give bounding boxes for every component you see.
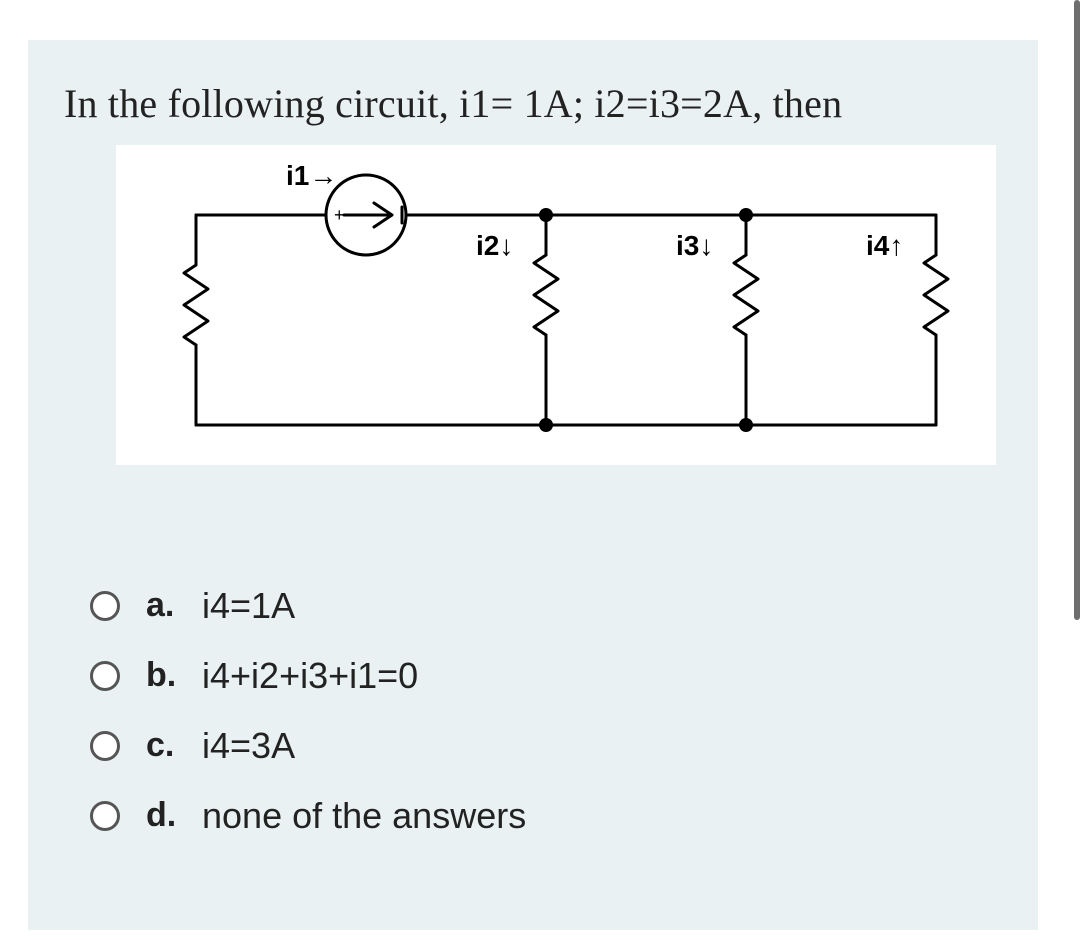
option-d[interactable]: d. none of the answers — [90, 795, 1002, 837]
resistor-r1 — [184, 265, 208, 345]
page: In the following circuit, i1= 1A; i2=i3=… — [0, 0, 1080, 940]
resistor-r3 — [734, 255, 758, 335]
radio-d[interactable] — [90, 801, 120, 831]
question-card: In the following circuit, i1= 1A; i2=i3=… — [28, 40, 1038, 930]
resistor-r2 — [534, 255, 558, 335]
resistor-r4 — [924, 255, 948, 335]
option-text: i4+i2+i3+i1=0 — [202, 655, 418, 697]
radio-a[interactable] — [90, 591, 120, 621]
node-top-b3 — [739, 208, 753, 222]
source-plus-label: + — [334, 205, 345, 225]
scrollbar-thumb[interactable] — [1074, 0, 1080, 620]
option-text: i4=3A — [202, 725, 295, 767]
option-letter: c. — [146, 726, 202, 765]
node-top-b2 — [539, 208, 553, 222]
label-i1: i1→ — [286, 160, 337, 191]
option-text: i4=1A — [202, 585, 295, 627]
option-text: none of the answers — [202, 795, 526, 837]
circuit-svg: + — [116, 145, 996, 465]
options-list: a. i4=1A b. i4+i2+i3+i1=0 c. i4=3A d. no… — [90, 585, 1002, 837]
source-arrow-icon — [344, 203, 392, 227]
label-i2: i2↓ — [476, 230, 513, 261]
label-i4: i4↑ — [866, 230, 903, 261]
node-bot-b2 — [539, 418, 553, 432]
option-letter: a. — [146, 586, 202, 625]
option-b[interactable]: b. i4+i2+i3+i1=0 — [90, 655, 1002, 697]
circuit-figure: + — [116, 145, 996, 465]
option-letter: b. — [146, 656, 202, 695]
question-text: In the following circuit, i1= 1A; i2=i3=… — [64, 78, 1002, 131]
option-a[interactable]: a. i4=1A — [90, 585, 1002, 627]
scrollbar-track[interactable] — [1072, 0, 1080, 940]
radio-b[interactable] — [90, 661, 120, 691]
option-letter: d. — [146, 796, 202, 835]
label-i3: i3↓ — [676, 230, 713, 261]
radio-c[interactable] — [90, 731, 120, 761]
option-c[interactable]: c. i4=3A — [90, 725, 1002, 767]
node-bot-b3 — [739, 418, 753, 432]
